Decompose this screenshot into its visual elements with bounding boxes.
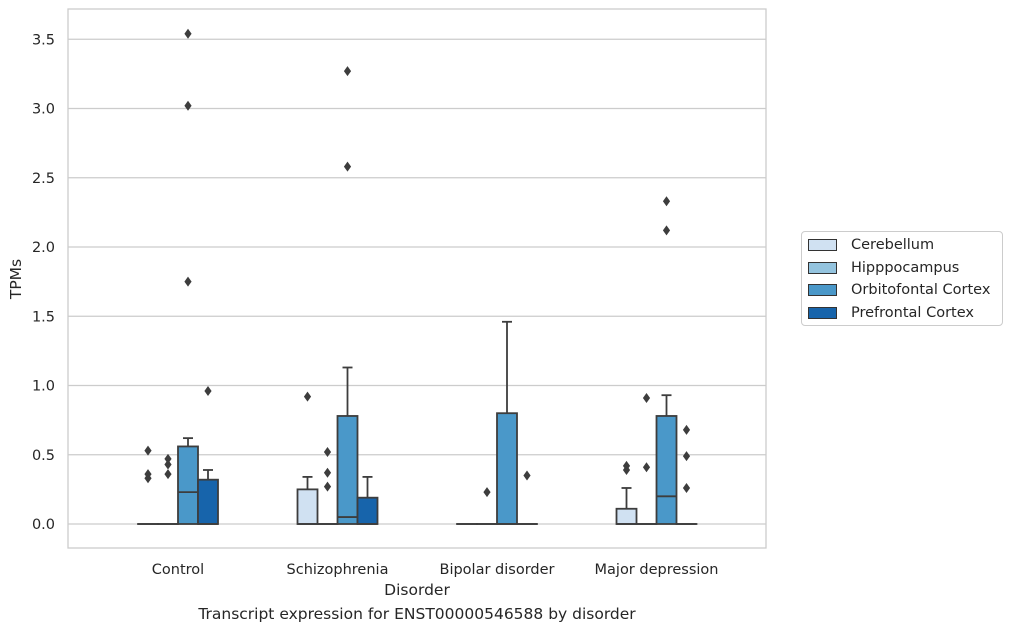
box bbox=[296, 488, 319, 525]
legend-label: Orbitofontal Cortex bbox=[851, 282, 991, 298]
box bbox=[336, 415, 359, 525]
outlier-point bbox=[642, 462, 651, 473]
y-tick-label: 3.5 bbox=[32, 32, 55, 48]
legend-label: Cerebellum bbox=[851, 237, 935, 253]
x-tick-labels: Control Schizophrenia Bipolar disorder Majo… bbox=[152, 562, 719, 578]
y-tick-label: 0.5 bbox=[32, 448, 55, 464]
outlier-point bbox=[642, 392, 651, 403]
legend-item-orbitofrontal-cortex: Orbitofontal Cortex bbox=[808, 280, 990, 300]
legend: Cerebellum Hipppocampus Orbitofontal Cor… bbox=[801, 231, 1003, 326]
y-tick-label: 2.5 bbox=[32, 171, 55, 187]
outlier-point bbox=[184, 100, 192, 111]
y-tick-labels: 0.0 0.5 1.0 1.5 2.0 2.5 3.0 3.5 bbox=[32, 32, 55, 533]
outlier-point bbox=[523, 470, 531, 481]
outlier-point bbox=[682, 424, 691, 435]
category-group bbox=[296, 66, 379, 525]
outlier-point bbox=[144, 445, 152, 456]
legend-item-cerebellum: Cerebellum bbox=[808, 235, 934, 255]
legend-label: Hipppocampus bbox=[851, 260, 960, 276]
outlier-point bbox=[682, 451, 691, 462]
y-tick-label: 1.5 bbox=[32, 309, 55, 325]
outlier-point bbox=[184, 276, 192, 287]
outlier-point bbox=[343, 66, 352, 77]
legend-swatch-orbitofrontal-cortex bbox=[808, 284, 837, 296]
outlier-point bbox=[622, 460, 631, 471]
outlier-point bbox=[164, 459, 172, 470]
x-tick-label: Control bbox=[152, 562, 204, 578]
outlier-point bbox=[164, 469, 172, 480]
y-tick-label: 1.0 bbox=[32, 379, 55, 395]
legend-label: Prefrontal Cortex bbox=[851, 305, 974, 321]
box bbox=[356, 496, 379, 525]
box bbox=[615, 507, 638, 525]
box bbox=[655, 415, 678, 525]
legend-swatch-hippocampus bbox=[808, 262, 837, 274]
legend-swatch-cerebellum bbox=[808, 239, 837, 251]
category-group bbox=[137, 28, 219, 525]
x-tick-label: Schizophrenia bbox=[287, 562, 389, 578]
y-tick-label: 0.0 bbox=[32, 517, 55, 533]
y-tick-label: 3.0 bbox=[32, 102, 55, 118]
x-tick-label: Bipolar disorder bbox=[440, 562, 555, 578]
box bbox=[496, 412, 518, 525]
figure-caption: Transcript expression for ENST0000054658… bbox=[198, 605, 636, 623]
category-group bbox=[615, 196, 698, 525]
box-groups bbox=[137, 28, 698, 525]
legend-swatch-prefrontal-cortex bbox=[808, 307, 837, 319]
outlier-point bbox=[204, 386, 212, 397]
category-group bbox=[456, 320, 538, 525]
outlier-point bbox=[662, 196, 671, 207]
outlier-point bbox=[303, 391, 312, 402]
legend-item-prefrontal-cortex: Prefrontal Cortex bbox=[808, 303, 974, 323]
outlier-point bbox=[343, 161, 352, 172]
outlier-point bbox=[483, 487, 491, 498]
box bbox=[177, 445, 199, 525]
outlier-point bbox=[184, 28, 192, 39]
x-tick-label: Major depression bbox=[595, 562, 719, 578]
y-tick-label: 2.0 bbox=[32, 240, 55, 256]
x-axis-title: Disorder bbox=[384, 581, 450, 599]
outlier-point bbox=[164, 453, 172, 464]
outlier-point bbox=[682, 482, 691, 493]
outlier-point bbox=[323, 446, 332, 457]
plot-frame bbox=[67, 8, 767, 549]
outlier-point bbox=[323, 467, 332, 478]
box bbox=[197, 478, 219, 525]
outlier-point bbox=[323, 481, 332, 492]
outlier-point bbox=[662, 225, 671, 236]
legend-item-hippocampus: Hipppocampus bbox=[808, 258, 959, 278]
outlier-point bbox=[144, 469, 152, 480]
y-axis-title: TPMs bbox=[7, 259, 25, 300]
